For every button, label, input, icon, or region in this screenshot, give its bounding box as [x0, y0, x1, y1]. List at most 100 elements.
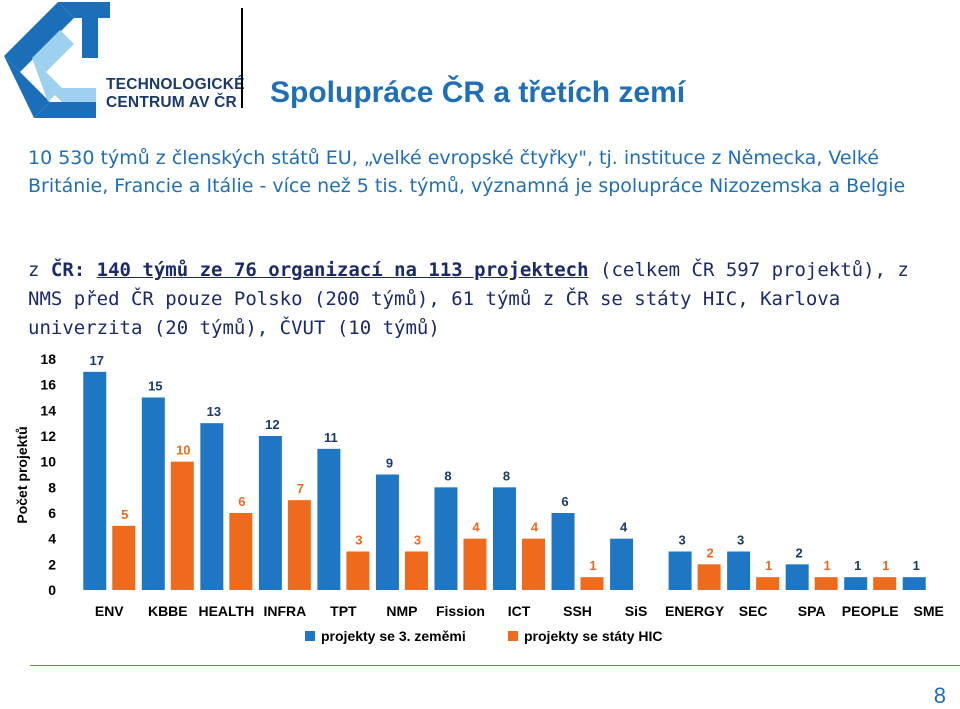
bar-hic-energy: [697, 564, 721, 590]
data-label: 4: [472, 520, 480, 535]
y-tick-label: 18: [40, 351, 56, 367]
bar-third-countries-ssh: [551, 513, 575, 590]
bar-third-countries-fission: [434, 487, 458, 590]
data-label: 3: [678, 533, 685, 548]
x-tick-label: SiS: [625, 603, 648, 619]
data-label: 8: [444, 468, 451, 483]
bar-third-countries-env: [83, 371, 107, 590]
bar-hic-health: [229, 513, 253, 590]
bar-third-countries-kbbe: [141, 397, 165, 590]
x-tick-label: Fission: [436, 603, 485, 619]
x-tick-label: TPT: [330, 603, 357, 619]
data-label: 9: [386, 456, 393, 471]
bar-hic-sec: [756, 577, 780, 590]
bar-third-countries-sme: [902, 577, 926, 590]
data-label: 17: [90, 353, 104, 368]
y-tick-label: 16: [40, 377, 56, 393]
bar-hic-infra: [287, 500, 311, 590]
bar-hic-kbbe: [170, 461, 194, 590]
bar-third-countries-people: [844, 577, 868, 590]
y-tick-label: 10: [40, 454, 56, 470]
y-tick-label: 6: [48, 505, 56, 521]
data-label: 3: [355, 533, 362, 548]
x-tick-label: PEOPLE: [842, 603, 899, 619]
paragraph-eu: 10 530 týmů z členských států EU, „velké…: [28, 147, 906, 197]
bar-third-countries-energy: [668, 551, 692, 590]
y-tick-label: 4: [48, 531, 56, 547]
y-tick-label: 12: [40, 428, 56, 444]
x-tick-label: INFRA: [263, 603, 306, 619]
data-label: 6: [561, 494, 568, 509]
data-label: 11: [324, 430, 338, 445]
bar-third-countries-spa: [785, 564, 809, 590]
bar-hic-ict: [522, 538, 545, 590]
data-label: 1: [824, 558, 831, 573]
para-cr-label: ČR:: [50, 259, 86, 281]
logo-line1: TECHNOLOGICKÉ: [106, 76, 245, 93]
data-label: 1: [589, 558, 596, 573]
y-tick-label: 14: [40, 402, 56, 418]
page-number: 8: [933, 683, 946, 708]
bar-third-countries-nmp: [375, 474, 399, 590]
y-tick-label: 8: [48, 479, 56, 495]
para-rest: (celkem ČR 597 projektů), z NMS před ČR …: [28, 259, 909, 339]
data-label: 3: [414, 533, 421, 548]
logo-mark-icon: [4, 2, 112, 118]
x-tick-label: SEC: [739, 603, 768, 619]
divider-horizontal: [30, 665, 960, 666]
data-label: 2: [796, 545, 803, 560]
y-tick-label: 0: [48, 582, 56, 598]
x-tick-label: SSH: [563, 603, 592, 619]
bar-third-countries-sec: [727, 551, 751, 590]
bar-hic-fission: [463, 538, 487, 590]
x-tick-label: ENERGY: [665, 603, 725, 619]
data-label: 2: [706, 545, 713, 560]
y-axis-title: Počet projektů: [14, 426, 30, 523]
bar-hic-env: [112, 525, 136, 590]
data-label: 3: [737, 533, 744, 548]
para-highlight: 140 týmů ze 76 organizací na 113 projekt…: [96, 259, 589, 281]
page-title: Spolupráce ČR a třetích zemí: [270, 76, 686, 109]
data-label: 5: [121, 507, 128, 522]
bar-third-countries-sis: [610, 538, 634, 590]
bar-hic-nmp: [404, 551, 428, 590]
legend-swatch-0: [305, 631, 315, 641]
bar-hic-tpt: [346, 551, 370, 590]
bar-hic-ssh: [580, 577, 604, 590]
legend-label: projekty se státy HIC: [524, 628, 663, 644]
x-tick-label: ICT: [508, 603, 531, 619]
para-prefix: z: [28, 259, 51, 281]
logo-line2: CENTRUM AV ČR: [106, 94, 237, 111]
legend-label: projekty se 3. zeměmi: [321, 628, 466, 644]
logo: TECHNOLOGICKÉ CENTRUM AV ČR: [0, 0, 244, 120]
data-label: 8: [503, 468, 510, 483]
x-tick-label: ENV: [95, 603, 124, 619]
divider-vertical: [241, 8, 243, 108]
data-label: 15: [148, 379, 162, 394]
data-label: 1: [913, 558, 920, 573]
x-tick-label: HEALTH: [198, 603, 254, 619]
data-label: 7: [297, 481, 304, 496]
paragraph-cr: z ČR: 140 týmů ze 76 organizací na 113 p…: [28, 256, 948, 343]
x-tick-label: KBBE: [148, 603, 188, 619]
bar-hic-people: [873, 577, 897, 590]
bar-third-countries-health: [200, 423, 224, 590]
data-label: 4: [531, 520, 539, 535]
x-tick-label: SME: [914, 603, 944, 619]
y-tick-label: 2: [48, 556, 56, 572]
data-label: 1: [882, 558, 889, 573]
legend-swatch-1: [508, 631, 518, 641]
x-tick-label: NMP: [386, 603, 417, 619]
data-label: 1: [765, 558, 772, 573]
data-label: 13: [207, 404, 221, 419]
data-label: 4: [620, 520, 628, 535]
data-label: 10: [176, 443, 190, 458]
bar-third-countries-infra: [258, 436, 282, 590]
data-label: 1: [854, 558, 861, 573]
data-label: 6: [238, 494, 245, 509]
x-tick-label: SPA: [798, 603, 826, 619]
bar-hic-spa: [814, 577, 838, 590]
bar-third-countries-ict: [493, 487, 516, 590]
data-label: 12: [265, 417, 279, 432]
